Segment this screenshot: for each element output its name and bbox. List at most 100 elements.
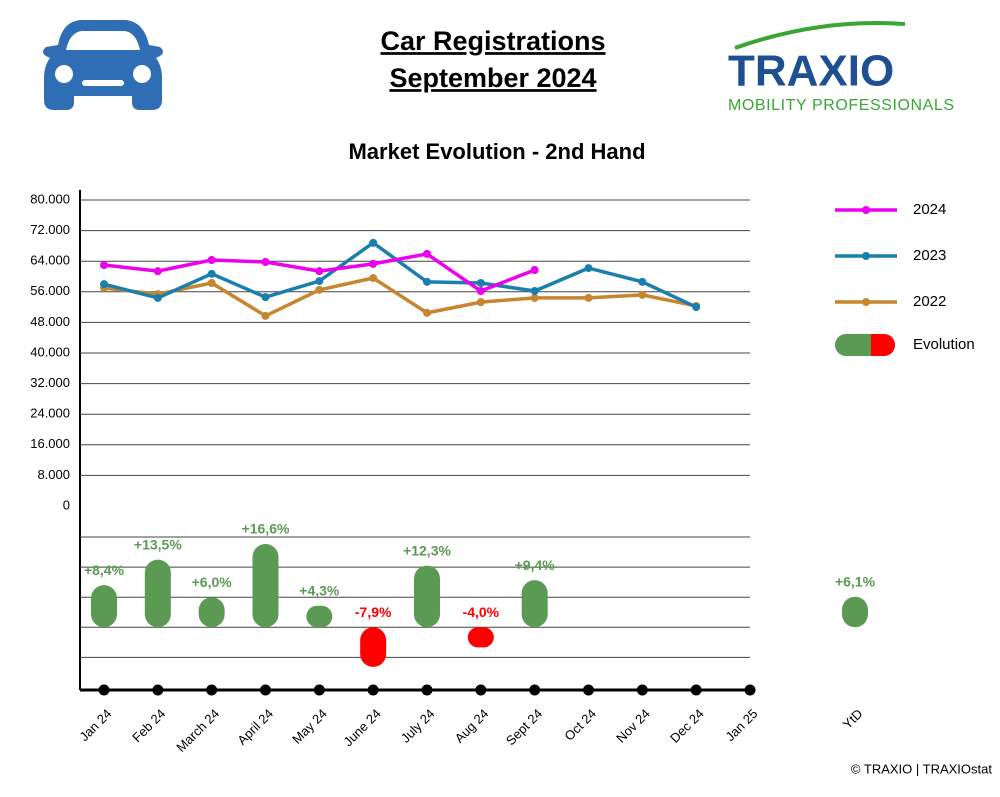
value-label: +6,0%: [192, 574, 233, 590]
chart-title: Market Evolution - 2nd Hand: [348, 139, 645, 164]
car-icon: [43, 20, 163, 110]
point: [692, 303, 701, 312]
x-tick-dot: [206, 684, 218, 696]
legend-swatch: [871, 334, 895, 356]
legend-swatch: [862, 252, 870, 260]
legend-swatch: [862, 298, 870, 306]
value-label: +12,3%: [403, 542, 451, 558]
legend-label: Evolution: [913, 336, 975, 353]
x-tick-label: May 24: [289, 706, 330, 747]
x-tick-dot: [260, 684, 271, 696]
evolution-bar: [521, 580, 548, 628]
point: [423, 277, 431, 286]
y-tick-label: 40.000: [30, 344, 70, 359]
x-tick-dot: [636, 684, 648, 696]
value-label: +8,4%: [84, 562, 125, 578]
point: [369, 238, 378, 247]
x-tick-label: June 24: [340, 706, 383, 749]
x-tick-label: YtD: [840, 706, 866, 732]
point: [476, 287, 485, 296]
y-tick-label: 16.000: [30, 436, 70, 451]
logo-tagline: MOBILITY PROFESSIONALS: [728, 97, 954, 114]
x-tick-label: Jan 25: [722, 706, 760, 744]
evolution-bar: [414, 565, 440, 628]
value-label: +9,4%: [515, 557, 556, 573]
evolution-bar: [144, 559, 171, 628]
x-tick-dot: [313, 684, 325, 696]
value-label: +6,1%: [835, 573, 876, 589]
x-tick-label: Aug 24: [452, 706, 492, 746]
point: [207, 269, 216, 278]
x-tick-dot: [529, 684, 541, 696]
y-tick-label: 64.000: [30, 253, 70, 268]
evolution-bar: [198, 597, 225, 628]
evolution-bar: [252, 544, 279, 628]
evolution-bar: [360, 627, 387, 667]
legend-label: 2024: [913, 201, 946, 218]
x-tick-label: Feb 24: [129, 706, 168, 745]
value-label: -4,0%: [463, 604, 500, 620]
point: [100, 280, 108, 289]
point: [584, 293, 593, 302]
x-tick-dot: [744, 684, 756, 696]
x-tick-label: Nov 24: [613, 706, 653, 746]
point: [530, 287, 539, 296]
y-tick-label: 32.000: [30, 375, 70, 390]
x-tick-label: April 24: [234, 706, 276, 748]
point: [153, 293, 162, 302]
x-tick-label: July 24: [398, 706, 438, 746]
title: September 2024: [389, 63, 596, 93]
legend-swatch: [862, 206, 870, 214]
point: [423, 308, 431, 317]
evolution-bar: [306, 605, 333, 628]
evolution-bar: [842, 596, 868, 628]
point: [315, 267, 324, 276]
value-label: -7,9%: [355, 604, 392, 620]
point: [207, 256, 216, 265]
legend-label: 2022: [913, 293, 946, 310]
point: [261, 311, 270, 320]
point: [153, 267, 162, 276]
value-label: +4,3%: [299, 582, 340, 598]
value-label: +16,6%: [242, 521, 290, 537]
series-line: [103, 240, 697, 309]
y-tick-label: 80.000: [30, 191, 70, 206]
point: [476, 298, 485, 307]
point: [638, 290, 647, 299]
y-tick-label: 24.000: [30, 406, 70, 421]
point: [530, 293, 539, 302]
title: Car Registrations: [380, 26, 605, 56]
x-tick-dot: [690, 684, 702, 696]
x-tick-dot: [421, 684, 433, 696]
x-tick-label: Sept 24: [503, 706, 545, 748]
point: [530, 265, 539, 274]
x-tick-dot: [475, 684, 487, 696]
point: [369, 259, 378, 268]
point: [261, 293, 270, 302]
evolution-bar: [91, 585, 117, 628]
point: [423, 249, 431, 258]
footer: © TRAXIO | TRAXIOstat: [851, 761, 992, 776]
x-tick-dot: [152, 684, 164, 696]
point: [100, 261, 108, 270]
x-tick-dot: [583, 684, 594, 696]
point: [369, 274, 378, 283]
y-tick-label: 8.000: [37, 467, 70, 482]
y-tick-label: 0: [63, 497, 70, 512]
legend-label: 2023: [913, 247, 946, 264]
x-tick-dot: [367, 684, 379, 696]
logo-swoosh: [734, 21, 906, 50]
point: [315, 285, 324, 294]
x-tick-label: Jan 24: [76, 706, 114, 744]
x-tick-label: Oct 24: [561, 706, 599, 744]
y-tick-label: 48.000: [30, 314, 70, 329]
point: [584, 264, 593, 273]
point: [315, 277, 324, 286]
x-tick-label: March 24: [173, 706, 222, 755]
point: [638, 277, 647, 286]
x-tick-dot: [98, 684, 110, 696]
value-label: +13,5%: [134, 536, 182, 552]
logo: TRAXIO: [728, 47, 894, 96]
y-tick-label: 56.000: [30, 283, 70, 298]
